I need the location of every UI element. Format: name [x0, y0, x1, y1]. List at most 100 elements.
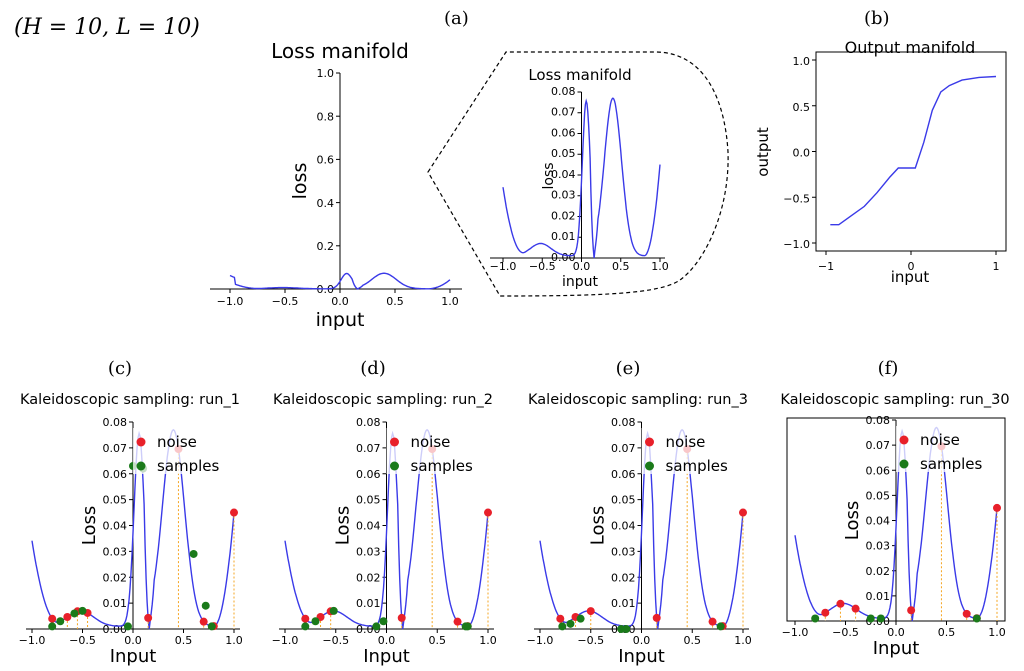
zoom-ytick-label: 0.02 — [551, 209, 576, 222]
d-legend-noise: noise — [411, 433, 451, 451]
b-ytick-label: 0.5 — [793, 101, 811, 114]
e-ytick-label: 0.04 — [611, 520, 636, 533]
c-ytick-label: 0.05 — [103, 494, 128, 507]
c-xtick-label: −1.0 — [19, 634, 46, 647]
a-ylabel: loss — [289, 163, 311, 200]
c-noise-point — [230, 508, 238, 517]
zoom-outline — [427, 51, 729, 297]
b-output-curve — [830, 75, 997, 226]
e-ytick-label: 0.01 — [611, 597, 636, 610]
zoom-xtick-label: 1.0 — [651, 260, 669, 273]
c-ytick-label: 0.08 — [103, 416, 128, 429]
d-panel-label: (d) — [360, 358, 386, 379]
d-xtick-label: 0.5 — [429, 634, 447, 647]
f-legend-samples: samples — [920, 455, 983, 473]
c-ylabel: Loss — [79, 506, 100, 545]
a-ytick-label: 0.2 — [317, 240, 335, 253]
zoom-xtick-label: 0.5 — [612, 260, 630, 273]
b-title: Output manifold — [845, 38, 976, 57]
d-sample-point — [329, 606, 338, 615]
d-xtick-label: −0.5 — [322, 634, 349, 647]
f-noise-point — [821, 608, 830, 617]
zoom-xtick-label: −0.5 — [529, 260, 556, 273]
d-title: Kaleidoscopic sampling: run_2 — [273, 392, 493, 408]
e-ytick-label: 0.02 — [611, 571, 636, 584]
e-ytick-label: 0.08 — [611, 416, 636, 429]
c-legend-samples-marker — [136, 461, 146, 471]
e-xtick-label: −1.0 — [527, 634, 554, 647]
a-xtick-label: −0.5 — [272, 295, 299, 308]
c-xtick-label: 0.0 — [124, 634, 142, 647]
d-sample-point — [463, 622, 472, 631]
a-loss-curve — [229, 272, 451, 290]
f-sample-point — [972, 614, 981, 623]
e-ytick-label: 0.05 — [611, 494, 636, 507]
c-xtick-label: 0.5 — [175, 634, 193, 647]
c-ytick-label: 0.06 — [103, 468, 128, 481]
e-xtick-label: −0.5 — [577, 634, 604, 647]
b-xtick-label: −1 — [818, 260, 834, 273]
c-sample-point — [189, 549, 198, 558]
c-ytick-label: 0.03 — [103, 545, 128, 558]
d-ytick-label: 0.05 — [356, 494, 381, 507]
d-ytick-label: 0.06 — [356, 468, 381, 481]
d-ytick-label: 0.08 — [356, 416, 381, 429]
f-noise-point — [962, 609, 971, 618]
e-sample-point — [566, 619, 575, 628]
f-title: Kaleidoscopic sampling: run_30 — [780, 392, 1009, 408]
d-legend-samples: samples — [411, 457, 474, 475]
a-xtick-label: 0.5 — [386, 295, 404, 308]
f-noise-point — [836, 599, 845, 608]
zoom-xtick-label: −1.0 — [490, 260, 517, 273]
f-ytick-label: 0.08 — [866, 414, 891, 427]
f-loss-curve — [794, 426, 998, 622]
f-xtick-label: −1.0 — [782, 626, 809, 639]
d-noise-point — [397, 613, 406, 622]
a-ytick-label: 0.8 — [317, 110, 335, 123]
b-ytick-label: 0.0 — [793, 147, 811, 160]
d-legend-samples-marker — [390, 461, 399, 471]
f-legend-noise: noise — [920, 431, 960, 449]
d-sample-point — [301, 622, 310, 631]
zoom-ytick-label: 0.08 — [551, 85, 576, 98]
e-legend-box — [641, 428, 746, 474]
zoom-xtick-label: 0.0 — [573, 260, 591, 273]
c-xtick-label: 1.0 — [225, 634, 243, 647]
c-noise-point — [63, 612, 72, 621]
b-ylabel: output — [754, 127, 772, 177]
zoom-ytick-label: 0.01 — [551, 230, 576, 243]
c-title: Kaleidoscopic sampling: run_1 — [20, 392, 240, 408]
f-xlabel: Input — [873, 638, 920, 659]
f-ytick-label: 0.02 — [866, 565, 891, 578]
d-noise-point — [301, 614, 310, 623]
e-noise-point — [556, 614, 565, 623]
f-ytick-label: 0.07 — [866, 439, 891, 452]
zoom-ytick-label: 0.07 — [551, 106, 576, 119]
c-sample-point — [207, 622, 216, 631]
c-noise-point — [144, 613, 153, 622]
f-ylabel: Loss — [842, 501, 863, 540]
e-ylabel: Loss — [588, 506, 609, 545]
c-noise-point — [199, 617, 208, 626]
e-xtick-label: 0.0 — [633, 634, 651, 647]
a-xtick-label: 1.0 — [441, 295, 459, 308]
f-sample-point — [811, 614, 820, 623]
zoom-ytick-label: 0.05 — [551, 147, 576, 160]
a-xtick-label: 0.0 — [331, 295, 349, 308]
d-ytick-label: 0.02 — [356, 571, 381, 584]
a-ytick-label: 0.4 — [317, 197, 335, 210]
b-xlabel: input — [891, 268, 930, 286]
e-noise-point — [708, 617, 717, 626]
c-sample-point — [123, 622, 132, 631]
d-ytick-label: 0.07 — [356, 442, 381, 455]
e-noise-point — [652, 613, 661, 622]
f-ytick-label: 0.04 — [866, 515, 891, 528]
d-ytick-label: 0.04 — [356, 520, 381, 533]
e-legend-noise-marker — [645, 437, 654, 447]
e-sample-point — [576, 614, 585, 623]
f-xtick-label: −0.5 — [832, 626, 859, 639]
a-xlabel: input — [316, 309, 365, 331]
c-xlabel: Input — [110, 646, 157, 667]
d-sample-point — [311, 617, 320, 626]
c-ytick-label: 0.02 — [103, 571, 128, 584]
